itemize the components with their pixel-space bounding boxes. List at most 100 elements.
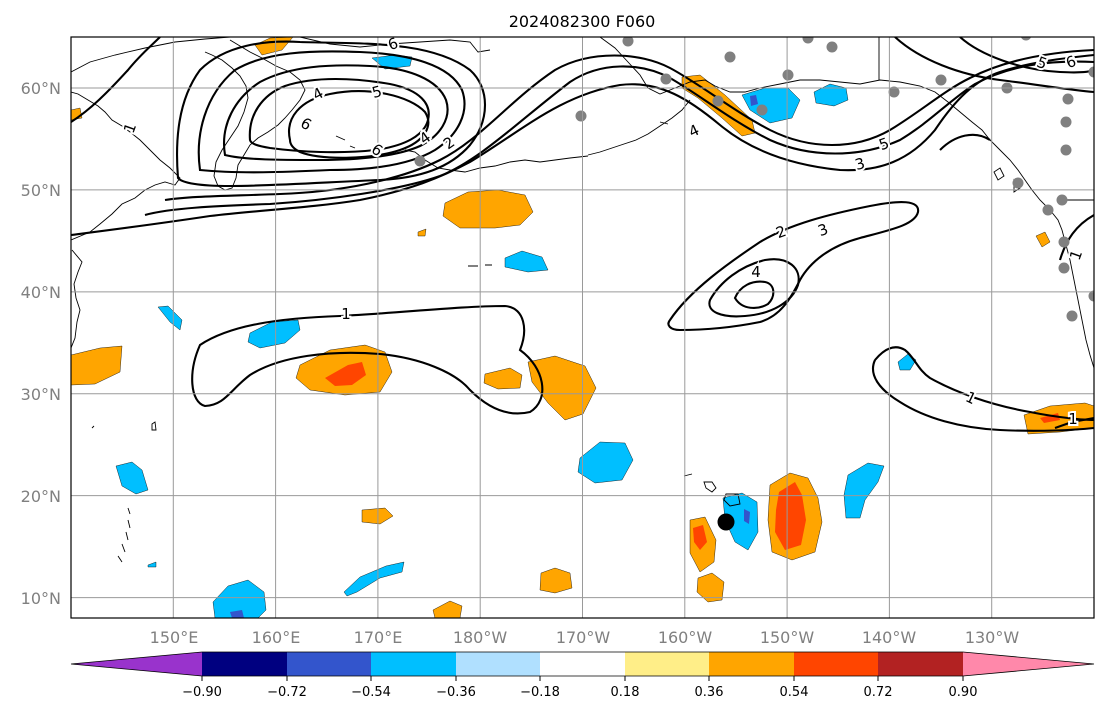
contour-line: [164, 48, 1094, 202]
station-point: [1058, 236, 1070, 248]
lon-label: 170°W: [556, 628, 611, 647]
lat-axis-labels: 60°N 50°N 40°N 30°N 20°N 10°N: [21, 79, 61, 608]
coastline-small-islands: [335, 121, 669, 267]
station-point: [1020, 37, 1032, 41]
coastline-asia-north: [71, 37, 231, 73]
contour-value-label: 1: [341, 305, 351, 323]
colorbar-segment: [456, 652, 540, 676]
station-point: [756, 104, 768, 116]
coastline-islands-west: [91, 421, 157, 563]
station-point: [1060, 116, 1072, 128]
coastline-canada-border: [878, 37, 1094, 201]
shade-negative-region: [843, 462, 885, 519]
contour-value-label: 4: [751, 263, 761, 281]
coastline-chukotka: [299, 37, 491, 53]
lon-label: 140°W: [862, 628, 917, 647]
lat-label: 20°N: [21, 487, 61, 506]
contour-line: [733, 280, 775, 309]
contour-line: [197, 50, 466, 174]
colorbar-segment: [794, 652, 878, 676]
station-point: [888, 86, 900, 98]
shade-strong-positive-region: [693, 525, 707, 550]
colorbar-label: −0.18: [520, 685, 560, 700]
contour-line: [1054, 416, 1094, 429]
lat-label: 40°N: [21, 283, 61, 302]
lat-label: 10°N: [21, 589, 61, 608]
contour-value-label: 1: [1068, 410, 1078, 428]
shade-positive-region: [1035, 231, 1051, 248]
shade-negative-region: [115, 461, 149, 495]
shade-negative-region: [813, 83, 849, 107]
shade-positive-region: [417, 228, 427, 237]
lat-label: 50°N: [21, 181, 61, 200]
shade-negative-region: [504, 250, 549, 273]
contour-line: [191, 304, 544, 415]
station-point: [1088, 66, 1094, 78]
colorbar-extend-low: [71, 652, 202, 676]
station-point: [1012, 177, 1024, 189]
shade-negative-region: [147, 561, 157, 568]
shade-negative-region: [212, 579, 267, 618]
shade-positive-region: [539, 567, 573, 594]
station-points: [414, 37, 1094, 322]
colorbar-segment: [371, 652, 456, 676]
colorbar-segment: [625, 652, 709, 676]
contour-line: [939, 133, 991, 151]
station-point: [712, 95, 724, 107]
shade-strong-positive-region: [325, 362, 366, 386]
contours: [71, 37, 1094, 432]
shade-strong-negative-region: [230, 610, 244, 618]
station-point: [826, 41, 838, 53]
contour-line: [71, 53, 1094, 237]
colorbar-label: 0.72: [864, 685, 893, 700]
contour-line: [708, 258, 800, 318]
colorbar-label: 0.54: [780, 685, 809, 700]
colorbar-segment: [287, 652, 371, 676]
lat-label: 30°N: [21, 385, 61, 404]
coastline-alaska-peninsula: [587, 99, 691, 156]
shade-positive-region: [696, 572, 725, 603]
contour-line: [144, 60, 1094, 217]
shade-negative-region: [577, 441, 634, 484]
station-point: [782, 69, 794, 81]
station-point: [1042, 204, 1054, 216]
station-point: [802, 37, 814, 44]
shade-positive-region: [71, 345, 123, 386]
lon-label: 170°E: [354, 628, 403, 647]
shade-negative-region: [343, 561, 405, 597]
station-point: [724, 51, 736, 63]
colorbar-label: 0.36: [695, 685, 724, 700]
lon-label: 180°W: [453, 628, 508, 647]
coastline-japan: [71, 249, 83, 349]
colorbar-segment: [540, 652, 625, 676]
colorbar-label: 0.90: [949, 685, 978, 700]
station-point: [575, 110, 587, 122]
shade-strong-negative-region: [750, 95, 758, 106]
shade-negative-region: [157, 305, 183, 331]
colorbar-extend-high: [963, 652, 1094, 676]
contour-line: [667, 201, 920, 332]
hurricane-position-marker: [717, 513, 735, 531]
figure-title: 2024082300 F060: [509, 12, 656, 31]
station-point: [935, 74, 947, 86]
lon-label: 150°E: [150, 628, 199, 647]
colorbar-label: 0.18: [611, 685, 640, 700]
shade-strong-negative-region: [744, 509, 750, 524]
coastline-asia: [71, 91, 181, 241]
lon-label: 150°W: [760, 628, 815, 647]
contour-line: [894, 37, 1094, 94]
station-point: [1088, 290, 1094, 302]
shade-strong-positive-region: [775, 482, 806, 550]
contour-line: [223, 64, 449, 162]
coastline-aleutians: [404, 149, 589, 173]
lon-label: 130°W: [965, 628, 1020, 647]
colorbar: −0.90 −0.72 −0.54 −0.36 −0.18 0.18 0.36 …: [70, 651, 1095, 700]
contour-line: [872, 346, 1094, 432]
colorbar-segment: [878, 652, 963, 676]
station-point: [1062, 93, 1074, 105]
station-point: [1060, 144, 1072, 156]
station-point: [622, 37, 634, 47]
contour-line: [288, 90, 430, 159]
lon-label: 160°W: [658, 628, 713, 647]
